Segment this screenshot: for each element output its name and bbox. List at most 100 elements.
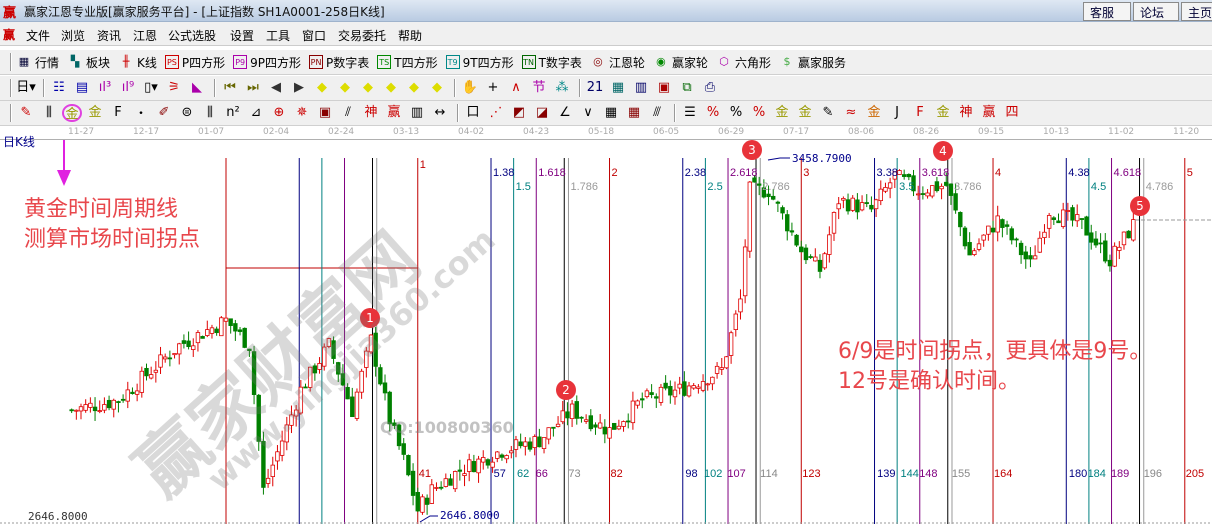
brush-icon[interactable]: ✐ — [158, 105, 170, 120]
ruler-icon[interactable]: ▥ — [410, 105, 424, 120]
period3-icon[interactable]: ıl³ — [98, 80, 112, 95]
zigzag-icon[interactable]: ∧ — [511, 80, 521, 95]
pencil-levels-icon[interactable]: ✎ — [822, 105, 834, 120]
overlay-icon[interactable]: ☷ — [53, 80, 65, 95]
percent-fan-icon[interactable]: % — [706, 105, 720, 120]
four-angle-icon[interactable]: 四 — [1005, 105, 1019, 120]
gold-box-icon[interactable]: 金 — [867, 105, 881, 120]
circle-ruler-icon[interactable]: ⊜ — [181, 105, 193, 120]
first-icon[interactable]: ⏮ — [224, 80, 236, 95]
menu-gann[interactable]: 江恩 — [133, 29, 158, 43]
document-icon[interactable]: ▥ — [634, 80, 648, 95]
fan-box-icon[interactable]: ◩ — [512, 105, 526, 120]
menu-file[interactable]: 文件 — [26, 29, 51, 43]
percent-icon[interactable]: % — [729, 105, 743, 120]
diamond-left-icon[interactable]: ◆ — [317, 80, 327, 95]
ying-angle-icon[interactable]: 赢 — [982, 105, 996, 120]
j-angle-icon[interactable]: J — [895, 105, 899, 120]
angle-icon[interactable]: ∠ — [559, 105, 571, 120]
menu-tools[interactable]: 工具 — [266, 29, 291, 43]
menu-info[interactable]: 资讯 — [97, 29, 122, 43]
shen-angle-icon[interactable]: 神 — [959, 105, 973, 120]
diamond-zoom-icon[interactable]: ◆ — [409, 80, 419, 95]
diamond-vert-icon[interactable]: ◆ — [432, 80, 442, 95]
toolbar-button-t9[interactable]: T9 9T四方形 — [445, 54, 514, 71]
toolbar-button-sector-grid[interactable]: ▚ 板块 — [67, 54, 110, 71]
toolbar-button-p9[interactable]: P9 9P四方形 — [233, 54, 301, 71]
diamond-expand-icon[interactable]: ◆ — [363, 80, 373, 95]
toolbar-button-winner-wheel[interactable]: ◉ 赢家轮 — [653, 54, 708, 71]
fib-levels-icon[interactable]: ☰ — [684, 105, 696, 120]
toolbar-button-kline[interactable]: ╫ K线 — [118, 54, 157, 71]
triangle-icon[interactable]: ⊿ — [250, 105, 262, 120]
puzzle-icon[interactable]: ⁂ — [555, 80, 569, 95]
toolbar-button-ts[interactable]: TS T四方形 — [377, 54, 438, 71]
fan-icon[interactable]: ⋰ — [489, 105, 503, 120]
day-period-dropdown-icon[interactable]: 日▾ — [16, 80, 36, 95]
square-spiral-icon[interactable]: ▣ — [318, 105, 332, 120]
menu-settings[interactable]: 设置 — [230, 29, 255, 43]
gold-circle-icon[interactable]: 金 — [775, 105, 789, 120]
fib-lines-icon[interactable]: F — [114, 105, 122, 120]
toolbar-button-pn[interactable]: PN P数字表 — [309, 54, 369, 71]
right-icon[interactable]: ▶ — [294, 80, 304, 95]
diamond-right-icon[interactable]: ◆ — [340, 80, 350, 95]
network-icon[interactable]: ⧉ — [682, 80, 692, 95]
gold-angle-icon[interactable]: 金 — [936, 105, 950, 120]
menu-browse[interactable]: 浏览 — [61, 29, 86, 43]
percent-lines-icon[interactable]: % — [752, 105, 766, 120]
toolbar-button-tn[interactable]: TN T数字表 — [521, 54, 582, 71]
fan-grid-icon[interactable]: ◪ — [535, 105, 549, 120]
n2-icon[interactable]: n² — [226, 105, 240, 120]
pen-icon[interactable]: ✎ — [20, 105, 32, 120]
calendar-icon[interactable]: 21 — [586, 80, 604, 95]
homepage-button[interactable]: 主页 — [1181, 2, 1212, 21]
v-icon[interactable]: ∨ — [583, 105, 593, 120]
gold-levels-icon[interactable]: 金 — [798, 105, 812, 120]
star-icon[interactable]: ✵ — [296, 105, 308, 120]
customer-service-button[interactable]: 客服 — [1083, 2, 1131, 21]
gann-fan-icon[interactable]: ⚞ — [168, 80, 180, 95]
f-angle-icon[interactable]: F — [916, 105, 924, 120]
last-icon[interactable]: ⏭ — [247, 80, 259, 95]
save-icon[interactable]: ▣ — [657, 80, 671, 95]
left-icon[interactable]: ◀ — [271, 80, 281, 95]
spiral-icon[interactable]: ᭼ — [136, 105, 146, 120]
target-icon[interactable]: ⊕ — [273, 105, 285, 120]
grid2-icon[interactable]: ▦ — [627, 105, 641, 120]
box-icon[interactable]: 口 — [466, 105, 480, 120]
flag-icon[interactable]: ◣ — [192, 80, 202, 95]
parallel-icon[interactable]: ⫻ — [653, 105, 661, 120]
crosshair-icon[interactable]: + — [487, 80, 499, 95]
menu-trade[interactable]: 交易委托 — [338, 29, 387, 43]
slant-lines-icon[interactable]: ⫽ — [345, 105, 351, 120]
calculator-icon[interactable]: ▦ — [611, 80, 625, 95]
notes-icon[interactable]: ▤ — [75, 80, 89, 95]
forum-button[interactable]: 论坛 — [1133, 2, 1179, 21]
equal-lines-icon[interactable]: ⫼ — [207, 105, 213, 120]
menu-formula-screen[interactable]: 公式选股 — [168, 29, 217, 43]
grid-icon[interactable]: ▦ — [604, 105, 618, 120]
toolbar-button-table[interactable]: ▦ 行情 — [16, 54, 59, 71]
node-icon[interactable]: 节 — [532, 80, 546, 95]
toolbar-button-dollar[interactable]: $ 赢家服务 — [779, 54, 846, 71]
shen-icon[interactable]: 神 — [364, 105, 378, 120]
span-icon[interactable]: ↔ — [434, 105, 446, 120]
period9-icon[interactable]: ıl⁹ — [121, 80, 135, 95]
golden-time-cycle-icon[interactable]: 金 — [62, 104, 82, 122]
toolbar-button-hexagon[interactable]: ⬡ 六角形 — [716, 54, 771, 71]
candle-type-icon[interactable]: ▯▾ — [144, 80, 158, 95]
wave-icon[interactable]: ≈ — [845, 105, 857, 120]
toolbar-button-ps[interactable]: PS P四方形 — [164, 54, 225, 71]
menu-window[interactable]: 窗口 — [302, 29, 327, 43]
gold-lines-icon[interactable]: 金 — [88, 105, 102, 120]
hand-icon[interactable]: ✋ — [461, 80, 479, 95]
candle — [686, 381, 692, 398]
printer-icon[interactable]: ⎙ — [704, 80, 716, 95]
menu-help[interactable]: 帮助 — [398, 29, 423, 43]
diamond-shrink-icon[interactable]: ◆ — [386, 80, 396, 95]
toolbar-button-gann-wheel[interactable]: ◎ 江恩轮 — [590, 54, 645, 71]
ying-icon[interactable]: 赢 — [387, 105, 401, 120]
vertical-lines-icon[interactable]: ⫼ — [46, 105, 52, 120]
